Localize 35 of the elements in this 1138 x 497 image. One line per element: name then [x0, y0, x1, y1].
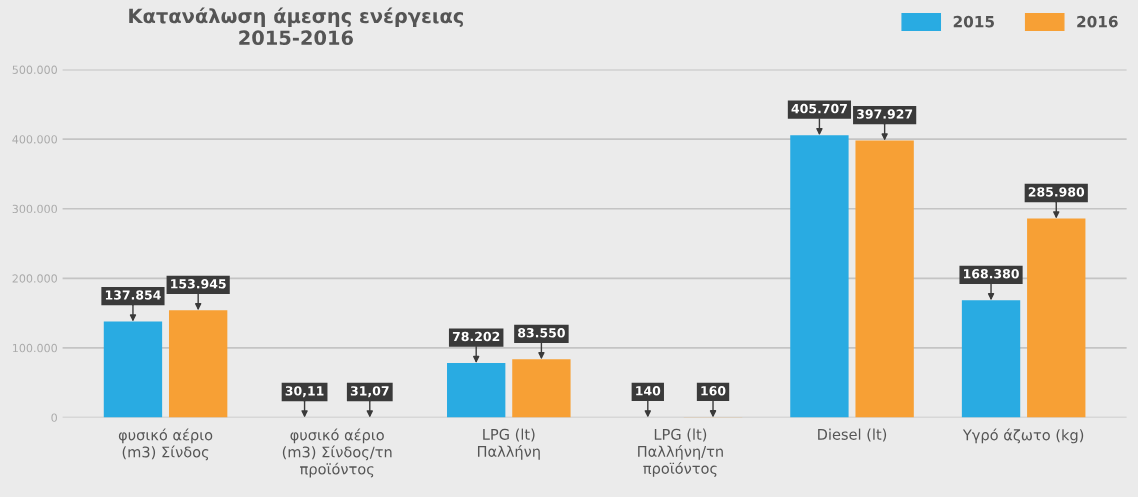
- y-tick-label: 500.000: [12, 65, 57, 74]
- x-tick-label: LPG (lt) Παλλήνη: [477, 428, 540, 460]
- data-label: 405.707: [791, 103, 847, 114]
- data-label: 153.945: [171, 279, 226, 289]
- bar: [168, 310, 228, 418]
- y-tick-label: 200.000: [12, 274, 57, 283]
- data-label: 168.380: [963, 269, 1019, 279]
- y-tick-label: 0: [51, 413, 57, 422]
- data-label: 397.927: [857, 109, 913, 119]
- legend-label: 2015: [953, 15, 994, 28]
- data-label: 31,07: [350, 386, 389, 398]
- legend-label: 2016: [1077, 15, 1118, 28]
- data-label: 78.202: [452, 331, 500, 342]
- bar: [855, 140, 914, 418]
- data-label: 137.854: [105, 290, 161, 300]
- bar: [1027, 218, 1086, 418]
- x-tick-label: Diesel (lt): [818, 428, 887, 442]
- chart-title: Κατανάλωση άμεσης ενέργειας 2015-2016: [129, 7, 464, 46]
- data-label: 160: [701, 386, 726, 396]
- y-tick-label: 100.000: [13, 343, 57, 353]
- x-tick-label: φυσικό αέριο (m3) Σίνδος/τn προϊόντος: [282, 428, 392, 478]
- data-label: 30,11: [285, 386, 324, 398]
- data-label: 140: [636, 386, 661, 396]
- bar: [103, 321, 163, 418]
- y-tick-label: 400.000: [12, 135, 57, 144]
- x-tick-label: LPG (lt) Παλλήνη/τn προϊόντος: [638, 428, 723, 477]
- x-tick-label: Υγρό άζωτο (kg): [962, 428, 1084, 444]
- bar: [512, 359, 571, 418]
- data-label: 285.980: [1028, 187, 1085, 197]
- bar: [447, 363, 506, 418]
- data-label: 83.550: [518, 328, 565, 338]
- bar: [961, 300, 1021, 418]
- x-tick-label: φυσικό αέριο (m3) Σίνδος: [118, 428, 213, 461]
- y-tick-label: 300.000: [12, 204, 57, 214]
- bar: [790, 135, 849, 418]
